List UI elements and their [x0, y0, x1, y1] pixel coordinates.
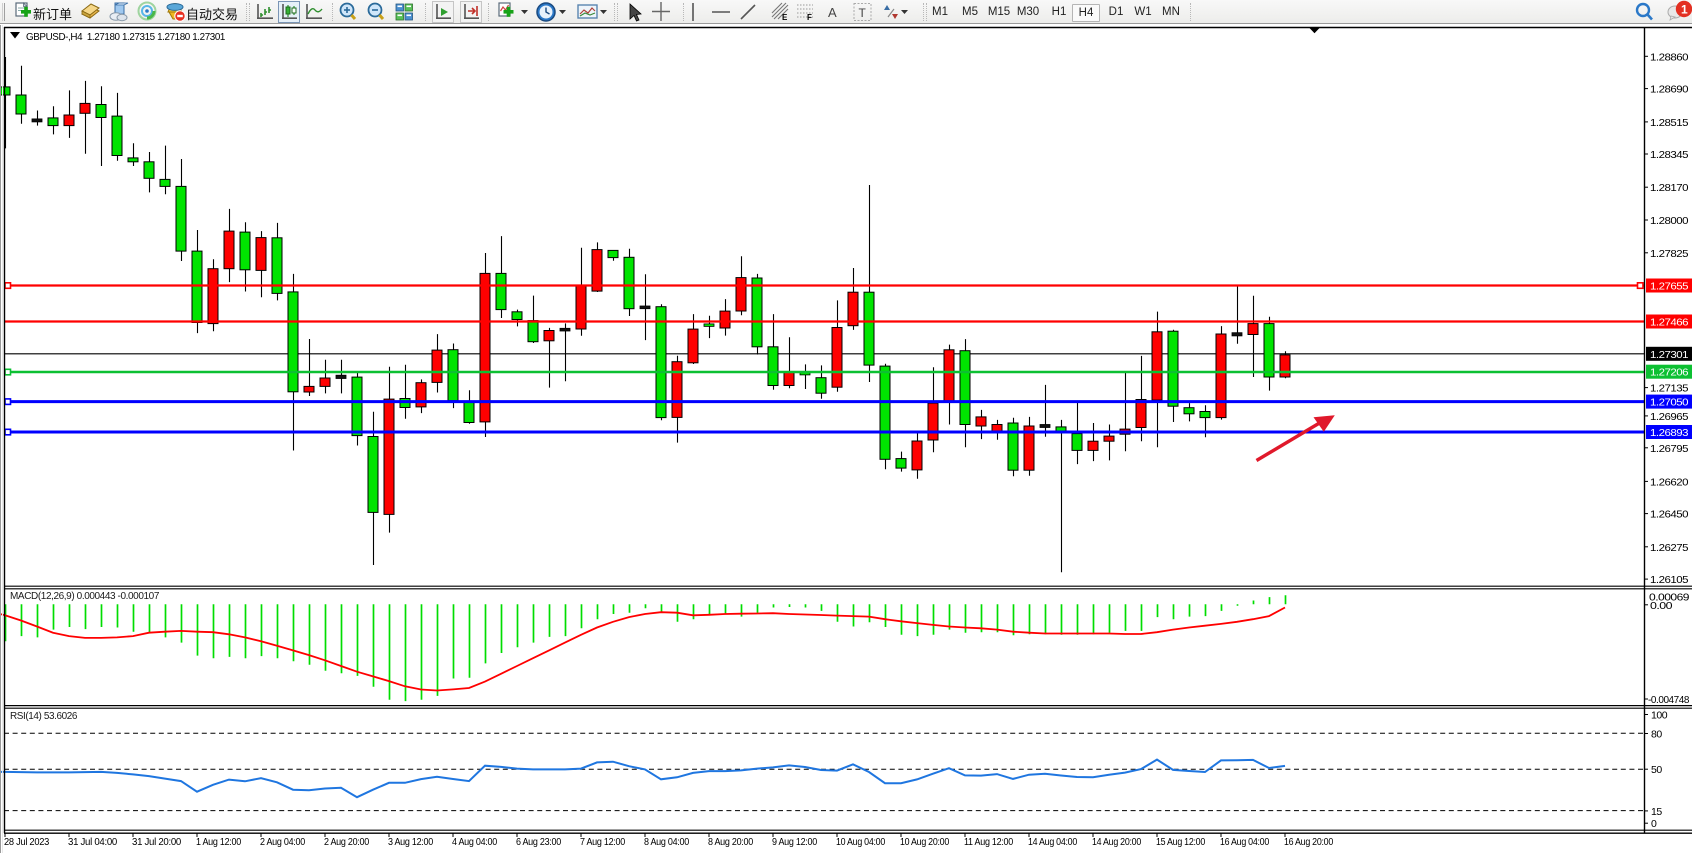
svg-text:11 Aug 12:00: 11 Aug 12:00 [964, 837, 1014, 848]
svg-text:1.26965: 1.26965 [1650, 411, 1689, 423]
svg-text:2 Aug 20:00: 2 Aug 20:00 [324, 837, 370, 848]
svg-text:1.26275: 1.26275 [1650, 542, 1689, 554]
svg-text:1.27466: 1.27466 [1650, 317, 1689, 329]
svg-text:E: E [782, 13, 788, 22]
svg-text:1.28000: 1.28000 [1650, 215, 1689, 227]
svg-text:16 Aug 04:00: 16 Aug 04:00 [1220, 837, 1270, 848]
svg-text:28 Jul 2023: 28 Jul 2023 [4, 837, 50, 848]
svg-text:1.27135: 1.27135 [1650, 383, 1689, 395]
svg-text:100: 100 [1651, 710, 1668, 722]
svg-text:1.26105: 1.26105 [1650, 574, 1689, 586]
svg-text:15 Aug 12:00: 15 Aug 12:00 [1156, 837, 1206, 848]
svg-text:10 Aug 04:00: 10 Aug 04:00 [836, 837, 886, 848]
svg-text:31 Jul 20:00: 31 Jul 20:00 [132, 837, 182, 848]
svg-text:1.27655: 1.27655 [1650, 281, 1689, 293]
svg-text:1.26450: 1.26450 [1650, 509, 1689, 521]
svg-text:16 Aug 20:00: 16 Aug 20:00 [1284, 837, 1334, 848]
svg-text:1.27301: 1.27301 [1650, 349, 1689, 361]
svg-text:1.27206: 1.27206 [1650, 367, 1689, 379]
svg-text:A: A [828, 5, 837, 20]
svg-text:1.27050: 1.27050 [1650, 397, 1689, 409]
svg-text:1: 1 [1681, 3, 1688, 17]
svg-text:-0.004748: -0.004748 [1648, 694, 1690, 706]
svg-text:4 Aug 04:00: 4 Aug 04:00 [452, 837, 498, 848]
svg-text:7 Aug 12:00: 7 Aug 12:00 [580, 837, 626, 848]
svg-text:0: 0 [1651, 818, 1657, 830]
svg-text:0.00069: 0.00069 [1649, 591, 1690, 603]
svg-text:1.28860: 1.28860 [1650, 51, 1689, 63]
svg-text:50: 50 [1651, 764, 1662, 776]
svg-text:1.28690: 1.28690 [1650, 84, 1689, 96]
svg-text:10 Aug 20:00: 10 Aug 20:00 [900, 837, 950, 848]
svg-text:1.28515: 1.28515 [1650, 117, 1689, 129]
svg-text:1.28170: 1.28170 [1650, 182, 1689, 194]
svg-text:F: F [807, 13, 812, 22]
svg-text:14 Aug 04:00: 14 Aug 04:00 [1028, 837, 1078, 848]
svg-text:2 Aug 04:00: 2 Aug 04:00 [260, 837, 306, 848]
svg-text:GBPUSD-,H4 1.27180 1.27315 1.: GBPUSD-,H4 1.27180 1.27315 1.27180 1.273… [26, 32, 226, 43]
svg-text:T: T [859, 6, 867, 20]
svg-text:6 Aug 23:00: 6 Aug 23:00 [516, 837, 562, 848]
svg-text:MACD(12,26,9) 0.000443 -0.0001: MACD(12,26,9) 0.000443 -0.000107 [10, 591, 160, 602]
svg-text:1.28345: 1.28345 [1650, 149, 1689, 161]
svg-text:1 Aug 12:00: 1 Aug 12:00 [196, 837, 242, 848]
svg-text:0.00: 0.00 [1650, 600, 1673, 612]
svg-text:9 Aug 12:00: 9 Aug 12:00 [772, 837, 818, 848]
svg-text:80: 80 [1651, 729, 1662, 741]
svg-text:RSI(14) 53.6026: RSI(14) 53.6026 [10, 711, 78, 722]
svg-text:1.27825: 1.27825 [1650, 248, 1689, 260]
svg-text:1.26795: 1.26795 [1650, 443, 1689, 455]
svg-text:15: 15 [1651, 806, 1662, 818]
svg-text:1.26620: 1.26620 [1650, 476, 1689, 488]
svg-text:8 Aug 04:00: 8 Aug 04:00 [644, 837, 690, 848]
svg-text:3 Aug 12:00: 3 Aug 12:00 [388, 837, 434, 848]
svg-text:1.26893: 1.26893 [1650, 427, 1689, 439]
svg-text:8 Aug 20:00: 8 Aug 20:00 [708, 837, 754, 848]
svg-text:14 Aug 20:00: 14 Aug 20:00 [1092, 837, 1142, 848]
svg-text:31 Jul 04:00: 31 Jul 04:00 [68, 837, 118, 848]
